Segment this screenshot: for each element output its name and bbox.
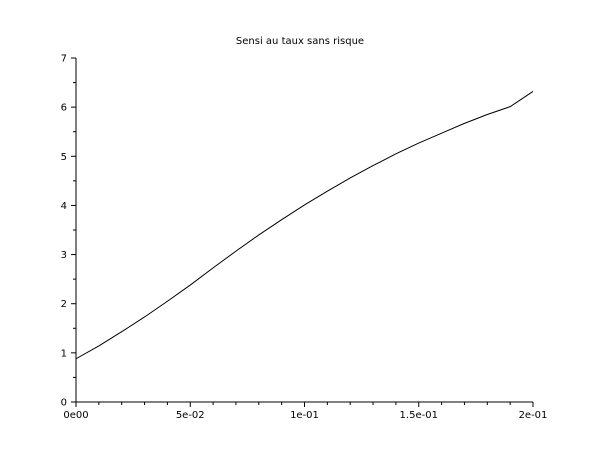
- x-tick-label: 1e-01: [290, 410, 319, 421]
- y-axis-ticks: 0 1 2 3 4 5 6 7: [61, 54, 76, 409]
- x-axis-ticks: 0e00 5e-02 1e-01 1.5e-01 2e-01: [63, 402, 547, 421]
- y-tick-label: 2: [61, 299, 67, 310]
- chart-title: Sensi au taux sans risque: [236, 36, 364, 47]
- x-tick-label: 5e-02: [176, 410, 205, 421]
- y-tick-label: 0: [61, 398, 67, 409]
- y-tick-label: 6: [61, 103, 67, 114]
- y-tick-label: 4: [61, 201, 67, 212]
- series-line: [75, 91, 534, 360]
- y-tick-label: 3: [61, 250, 67, 261]
- y-tick-label: 7: [61, 54, 67, 65]
- y-tick-label: 1: [61, 348, 67, 359]
- x-tick-label: 1.5e-01: [400, 410, 438, 421]
- x-tick-label: 2e-01: [519, 410, 548, 421]
- y-tick-label: 5: [61, 152, 67, 163]
- x-tick-label: 0e00: [63, 410, 88, 421]
